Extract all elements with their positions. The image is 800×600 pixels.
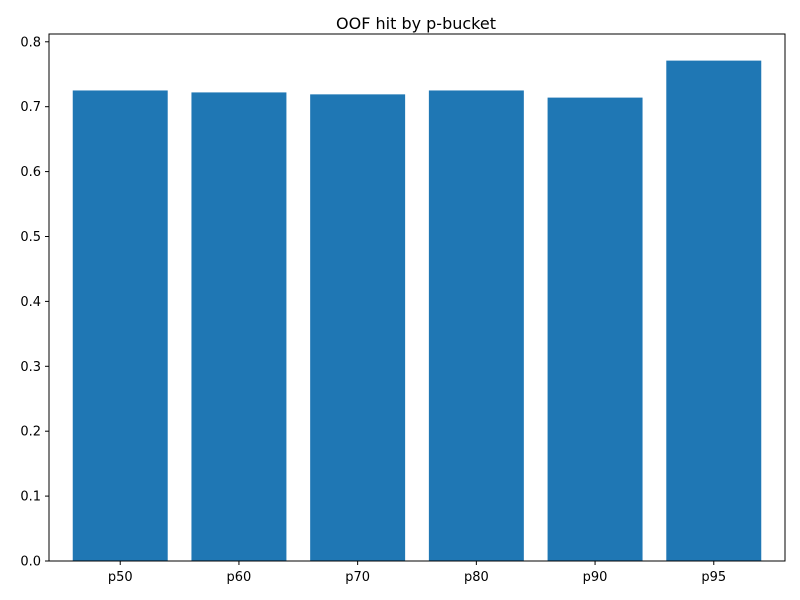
bar-p50 xyxy=(72,90,168,561)
bar-p90 xyxy=(547,97,643,561)
bars-group xyxy=(72,60,762,562)
y-tick-label: 0.8 xyxy=(20,35,41,50)
y-tick-label: 0.2 xyxy=(20,425,41,440)
x-tick-label: p95 xyxy=(701,570,726,585)
y-tick-label: 0.5 xyxy=(20,230,41,245)
x-tick-label: p80 xyxy=(464,570,489,585)
x-tick-label: p60 xyxy=(227,570,252,585)
x-tick-label: p90 xyxy=(583,570,608,585)
bar-p70 xyxy=(310,94,406,562)
x-tick-label: p50 xyxy=(108,570,133,585)
bar-p60 xyxy=(191,92,287,562)
y-tick-label: 0.1 xyxy=(20,490,41,505)
x-axis: p50 p60 p70 p80 p90 p95 xyxy=(108,561,726,585)
plot-frame xyxy=(48,33,786,562)
y-tick-label: 0.4 xyxy=(20,295,41,310)
y-tick-label: 0.7 xyxy=(20,100,41,115)
y-tick-label: 0.0 xyxy=(20,555,41,570)
y-tick-label: 0.6 xyxy=(20,165,41,180)
bar-p95 xyxy=(666,60,762,561)
y-axis: 0.0 0.1 0.2 0.3 0.4 0.5 0.6 0.7 0.8 xyxy=(20,35,49,570)
y-tick-label: 0.3 xyxy=(20,360,41,375)
chart-title: OOF hit by p-bucket xyxy=(336,14,496,33)
bar-p80 xyxy=(428,90,524,561)
x-tick-label: p70 xyxy=(345,570,370,585)
